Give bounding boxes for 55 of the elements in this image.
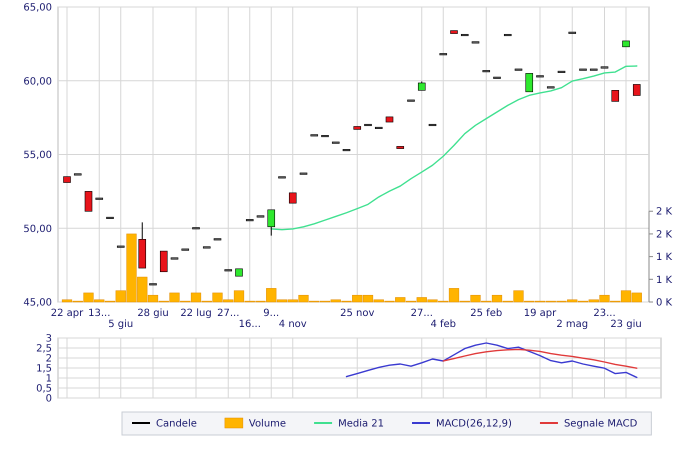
x-tick-label: 16... (238, 319, 261, 330)
y-tick-label: 45,00 (23, 298, 52, 308)
candlestick (160, 250, 168, 272)
legend-label: Segnale MACD (564, 418, 638, 430)
line-series (270, 65, 638, 230)
y-tick-label: 1,5 (36, 364, 52, 374)
y-tick-label: 3 (46, 334, 52, 344)
y2-tick-label: 1 K (656, 274, 673, 286)
candlestick (364, 124, 372, 126)
x-tick-label: 2 mag (556, 319, 588, 330)
y2-tick-label: 1 K (656, 252, 673, 264)
y-tick-label: 65,00 (23, 2, 52, 14)
x-tick-label: 22 lug (180, 308, 212, 319)
line-series (346, 342, 638, 378)
y-tick-label: 1 (46, 374, 52, 384)
x-tick-label: 23... (593, 308, 616, 319)
y-tick-label: 0 (46, 394, 52, 404)
x-tick-label: 22 apr (50, 308, 84, 319)
candlestick (525, 72, 534, 92)
legend-label: Candele (156, 418, 197, 430)
x-tick-label: 9... (263, 308, 280, 319)
candlestick (84, 190, 92, 212)
x-tick-label: 23 giu (610, 319, 642, 330)
x-tick-label: 25 nov (340, 308, 374, 319)
x-tick-label: 4 nov (278, 319, 307, 330)
legend-label: MACD(26,12,9) (436, 418, 512, 430)
candlestick (632, 84, 641, 96)
x-tick-label: 5 giu (108, 319, 134, 330)
legend-label: Volume (248, 418, 286, 430)
x-tick-label: 25 feb (470, 308, 502, 319)
x-tick-label: 28 giu (137, 308, 169, 319)
y-tick-label: 55,00 (23, 150, 52, 161)
candlestick (611, 90, 620, 102)
candlestick (288, 192, 297, 204)
y-tick-label: 2,5 (36, 344, 52, 354)
candlestick (600, 66, 608, 69)
x-tick-label: 27... (410, 308, 433, 319)
y-tick-label: 0,5 (36, 384, 52, 394)
y2-tick-label: 2 K (656, 206, 673, 218)
y-tick-label: 50,00 (23, 224, 52, 235)
y2-tick-label: 0 K (656, 298, 673, 308)
candlestick (460, 34, 469, 36)
y-tick-label: 60,00 (23, 76, 52, 88)
x-tick-label: 13... (88, 308, 110, 319)
y-tick-label: 2 (46, 354, 52, 364)
legend-label: Media 21 (338, 418, 384, 430)
candlestick (504, 34, 512, 36)
x-tick-label: 19 apr (524, 308, 558, 319)
x-tick-label: 27... (217, 308, 240, 319)
x-tick-label: 4 feb (430, 319, 456, 330)
candlestick (267, 209, 276, 236)
candlestick (170, 257, 178, 260)
y2-tick-label: 2 K (656, 229, 673, 240)
line-series (442, 348, 638, 369)
candlestick (428, 124, 436, 126)
